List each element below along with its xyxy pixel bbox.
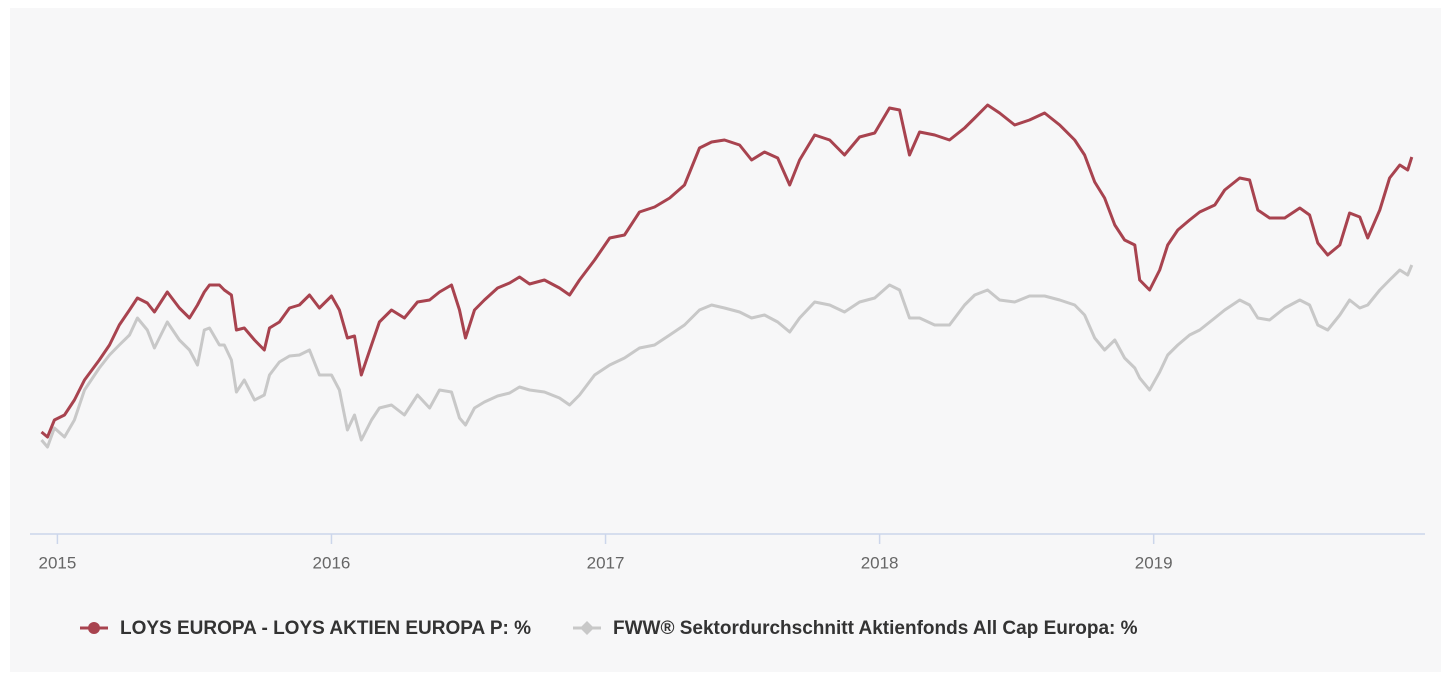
x-tick-label: 2016 bbox=[313, 553, 351, 572]
series-line bbox=[40, 264, 1414, 449]
x-tick-label: 2019 bbox=[1135, 553, 1173, 572]
chart-background bbox=[10, 8, 1441, 672]
legend-label: FWW® Sektordurchschnitt Aktienfonds All … bbox=[613, 618, 1138, 639]
x-tick-label: 2015 bbox=[38, 553, 76, 572]
legend-label: LOYS EUROPA - LOYS AKTIEN EUROPA P: % bbox=[120, 618, 531, 639]
series-line bbox=[40, 103, 1414, 439]
x-tick-label: 2017 bbox=[587, 553, 625, 572]
legend-marker bbox=[580, 621, 594, 635]
legend-marker bbox=[88, 622, 100, 634]
x-tick-label: 2018 bbox=[861, 553, 899, 572]
